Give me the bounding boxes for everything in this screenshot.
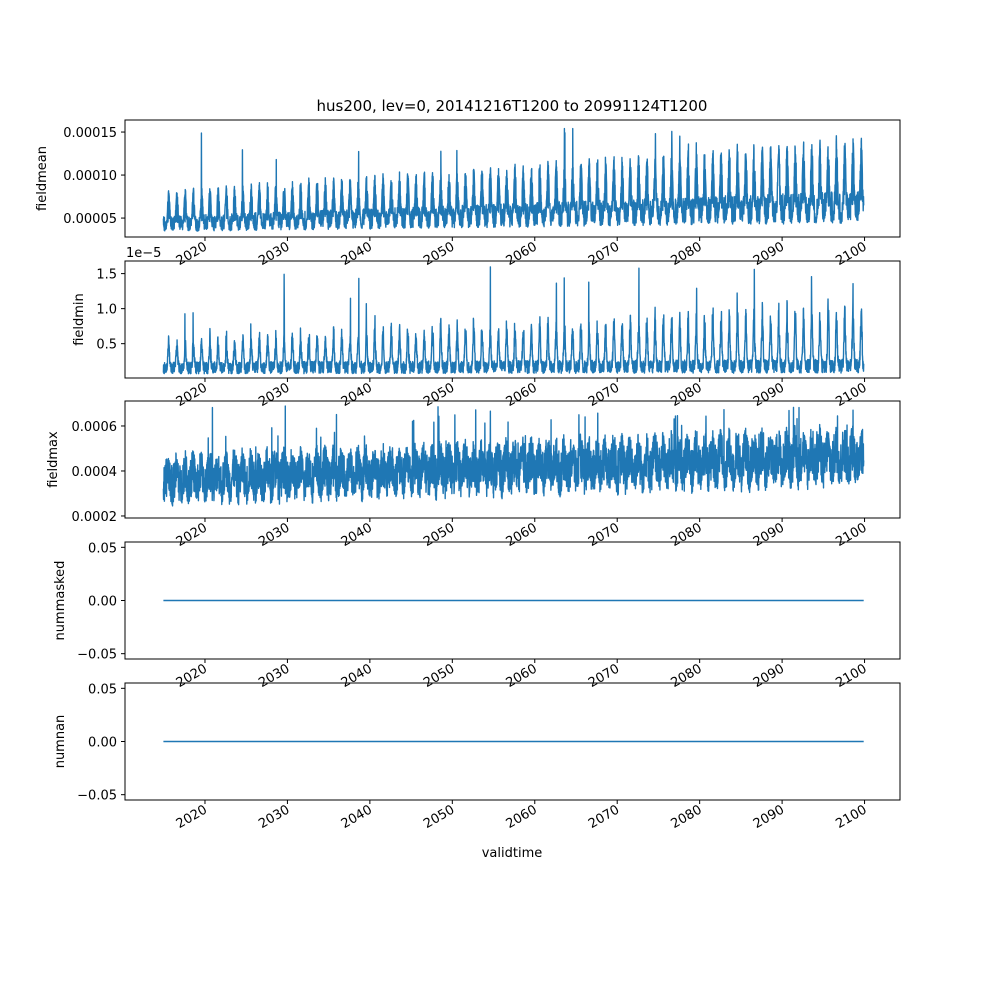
fieldmin-xtick-label: 2070 [586, 380, 622, 410]
panels: 0.00005 0.00010 0.00015 2020 2030 2040 2050 206… [35, 119, 901, 832]
nummasked-xtick-label: 2060 [504, 661, 540, 691]
numnan-xtick-label: 2030 [256, 802, 292, 832]
numnan-xtick-label: 2050 [421, 802, 457, 832]
fieldmean-series-line [162, 127, 865, 232]
fieldmax-ytick-label: 0.0002 [72, 510, 118, 525]
nummasked-xtick-label: 2100 [833, 661, 869, 691]
fieldmean-ytick-label: 0.00005 [63, 212, 117, 227]
fieldmin-xtick-label: 2020 [174, 380, 210, 410]
fieldmean-xtick-label: 2080 [668, 239, 704, 269]
numnan-xtick-label: 2040 [339, 802, 375, 832]
nummasked-xtick-label: 2030 [256, 661, 292, 691]
x-axis-label: validtime [482, 846, 543, 861]
numnan-ytick-label: −0.05 [77, 789, 117, 804]
fieldmean-ytick-label: 0.00010 [63, 169, 117, 184]
fieldmin-series-line [162, 266, 865, 375]
fieldmin-ytick-label: 0.5 [96, 338, 117, 353]
fieldmean-y-axis-label: fieldmean [35, 146, 50, 211]
fieldmax-series-line [162, 405, 865, 507]
nummasked-xtick-label: 2020 [174, 661, 210, 691]
fieldmean-xtick-label: 2040 [339, 239, 375, 269]
fieldmin-offset-text: 1e−5 [126, 246, 161, 261]
nummasked-ytick-label: 0.05 [88, 541, 117, 556]
fieldmin-xtick-label: 2080 [668, 380, 704, 410]
fieldmin-ytick-label: 1.5 [96, 268, 117, 283]
panel-nummasked: −0.05 0.00 0.05 2020 2030 2040 2050 2060 2070 208… [53, 541, 901, 691]
numnan-ytick-label: 0.00 [88, 736, 117, 751]
numnan-ytick-label: 0.05 [88, 682, 117, 697]
fieldmin-axes-frame [124, 260, 901, 379]
fieldmin-xtick-label: 2090 [751, 380, 787, 410]
nummasked-ytick-label: 0.00 [88, 595, 117, 610]
fieldmean-axes-frame [124, 119, 901, 238]
nummasked-xtick-label: 2070 [586, 661, 622, 691]
fieldmax-xtick-label: 2020 [174, 520, 210, 550]
fieldmax-ytick-label: 0.0006 [72, 420, 118, 435]
panel-numnan: −0.05 0.00 0.05 2020 2030 2040 2050 2060 2070 208… [53, 682, 901, 832]
fieldmax-xtick-label: 2100 [833, 520, 869, 550]
numnan-xtick-label: 2070 [586, 802, 622, 832]
fieldmean-xtick-label: 2070 [586, 239, 622, 269]
nummasked-xtick-label: 2050 [421, 661, 457, 691]
numnan-y-axis-label: numnan [53, 715, 68, 769]
fieldmin-xtick-label: 2060 [504, 380, 540, 410]
nummasked-xtick-label: 2090 [751, 661, 787, 691]
nummasked-y-axis-label: nummasked [53, 561, 68, 641]
numnan-xtick-label: 2060 [504, 802, 540, 832]
nummasked-xtick-label: 2080 [668, 661, 704, 691]
fieldmin-xtick-label: 2050 [421, 380, 457, 410]
fieldmean-xtick-label: 2050 [421, 239, 457, 269]
numnan-xtick-label: 2090 [751, 802, 787, 832]
fieldmin-xtick-label: 2030 [256, 380, 292, 410]
fieldmax-axes-frame [124, 400, 901, 519]
fieldmin-y-axis-label: fieldmin [72, 293, 87, 346]
fieldmax-xtick-label: 2050 [421, 520, 457, 550]
fieldmean-ytick-label: 0.00015 [63, 126, 117, 141]
fieldmax-xtick-label: 2060 [504, 520, 540, 550]
fieldmin-xtick-label: 2040 [339, 380, 375, 410]
panel-fieldmax: 0.0002 0.0004 0.0006 2020 2030 2040 2050 2060 20… [46, 400, 901, 550]
fieldmax-y-axis-label: fieldmax [46, 431, 61, 488]
fieldmean-xtick-label: 2090 [751, 239, 787, 269]
panel-fieldmean: 0.00005 0.00010 0.00015 2020 2030 2040 2050 206… [35, 119, 901, 269]
fieldmin-ytick-label: 1.0 [96, 303, 117, 318]
nummasked-ytick-label: −0.05 [77, 648, 117, 663]
panel-fieldmin: 0.5 1.0 1.5 2020 2030 2040 2050 2060 2070 2080 209… [72, 260, 901, 410]
fieldmax-xtick-label: 2030 [256, 520, 292, 550]
fieldmax-xtick-label: 2040 [339, 520, 375, 550]
numnan-xtick-label: 2100 [833, 802, 869, 832]
fieldmean-xtick-label: 2060 [504, 239, 540, 269]
fieldmax-ytick-label: 0.0004 [72, 465, 118, 480]
fieldmean-xtick-label: 2100 [833, 239, 869, 269]
numnan-xtick-label: 2080 [668, 802, 704, 832]
nummasked-xtick-label: 2040 [339, 661, 375, 691]
fieldmax-xtick-label: 2080 [668, 520, 704, 550]
fieldmean-xtick-label: 2020 [174, 239, 210, 269]
fieldmax-xtick-label: 2090 [751, 520, 787, 550]
fieldmin-xtick-label: 2100 [833, 380, 869, 410]
chart-title: hus200, lev=0, 20141216T1200 to 20991124… [317, 97, 708, 115]
fieldmean-xtick-label: 2030 [256, 239, 292, 269]
numnan-xtick-label: 2020 [174, 802, 210, 832]
fieldmax-xtick-label: 2070 [586, 520, 622, 550]
